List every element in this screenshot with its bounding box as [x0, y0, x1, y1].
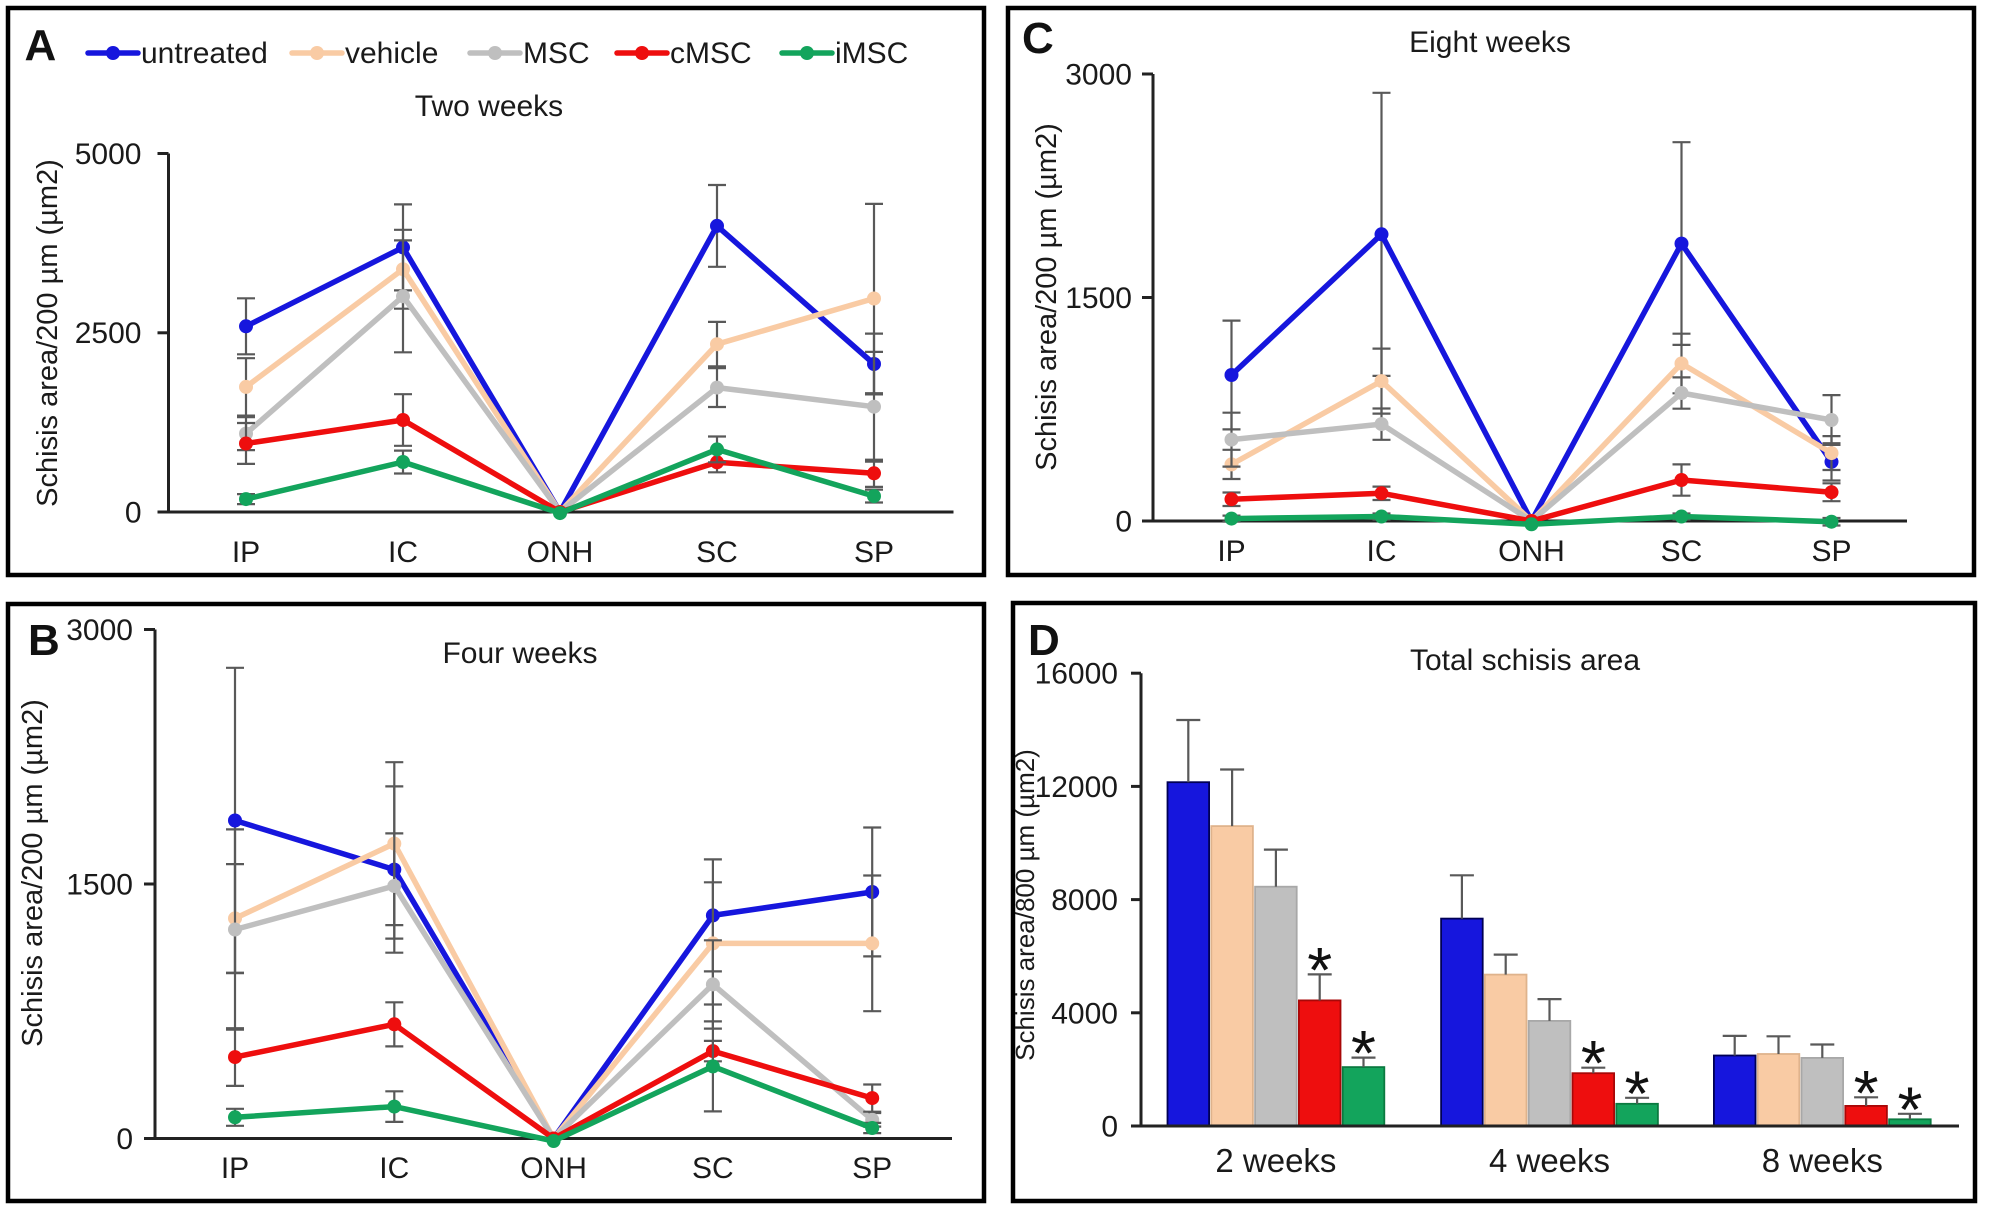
svg-text:SP: SP: [1811, 535, 1851, 568]
svg-text:Schisis area/200 µm (µm2): Schisis area/200 µm (µm2): [32, 159, 64, 507]
svg-text:IC: IC: [379, 1152, 409, 1185]
svg-text:3000: 3000: [1065, 59, 1132, 92]
svg-text:MSC: MSC: [523, 37, 590, 70]
svg-text:ONH: ONH: [520, 1152, 587, 1185]
svg-text:B: B: [28, 616, 60, 665]
svg-text:iMSC: iMSC: [835, 37, 908, 70]
svg-text:SP: SP: [854, 536, 894, 569]
svg-text:SC: SC: [692, 1152, 734, 1185]
svg-text:2 weeks: 2 weeks: [1215, 1142, 1336, 1179]
svg-text:IC: IC: [1367, 535, 1397, 568]
svg-text:Four weeks: Four weeks: [442, 637, 597, 670]
svg-text:1500: 1500: [66, 869, 133, 902]
svg-text:12000: 12000: [1035, 771, 1118, 804]
svg-text:ONH: ONH: [1498, 535, 1565, 568]
svg-text:IP: IP: [1217, 535, 1245, 568]
svg-text:Schisis area/200 µm (µm2): Schisis area/200 µm (µm2): [1031, 123, 1063, 471]
svg-text:D: D: [1028, 616, 1060, 665]
svg-text:ONH: ONH: [527, 536, 594, 569]
svg-text:4000: 4000: [1051, 997, 1118, 1030]
svg-text:16000: 16000: [1035, 658, 1118, 691]
svg-text:Eight weeks: Eight weeks: [1409, 26, 1571, 59]
svg-text:Total schisis area: Total schisis area: [1410, 644, 1640, 677]
svg-text:0: 0: [125, 497, 142, 530]
svg-text:*: *: [1854, 1057, 1879, 1129]
svg-text:untreated: untreated: [141, 37, 268, 70]
svg-text:A: A: [25, 21, 57, 70]
svg-text:3000: 3000: [66, 614, 133, 647]
svg-text:cMSC: cMSC: [670, 37, 752, 70]
svg-text:*: *: [1897, 1073, 1922, 1145]
svg-text:8 weeks: 8 weeks: [1762, 1142, 1883, 1179]
svg-text:SC: SC: [696, 536, 738, 569]
svg-text:5000: 5000: [75, 138, 142, 171]
svg-text:*: *: [1625, 1057, 1650, 1129]
svg-text:4 weeks: 4 weeks: [1489, 1142, 1610, 1179]
svg-text:0: 0: [116, 1123, 133, 1156]
svg-text:Two weeks: Two weeks: [415, 90, 563, 123]
svg-text:*: *: [1351, 1017, 1376, 1089]
svg-text:Schisis area/200 µm (µm2): Schisis area/200 µm (µm2): [17, 699, 49, 1047]
svg-text:8000: 8000: [1051, 884, 1118, 917]
svg-text:1500: 1500: [1065, 282, 1132, 315]
svg-text:2500: 2500: [75, 317, 142, 350]
svg-text:IC: IC: [388, 536, 418, 569]
svg-text:*: *: [1581, 1027, 1606, 1099]
svg-text:C: C: [1022, 14, 1054, 63]
svg-text:SP: SP: [852, 1152, 892, 1185]
svg-text:*: *: [1307, 934, 1332, 1006]
svg-text:Schisis area/800 µm (µm2): Schisis area/800 µm (µm2): [1010, 749, 1040, 1061]
svg-text:IP: IP: [232, 536, 260, 569]
svg-text:SC: SC: [1661, 535, 1703, 568]
svg-text:IP: IP: [221, 1152, 249, 1185]
svg-text:0: 0: [1115, 506, 1132, 539]
svg-text:vehicle: vehicle: [345, 37, 438, 70]
svg-text:0: 0: [1101, 1111, 1118, 1144]
